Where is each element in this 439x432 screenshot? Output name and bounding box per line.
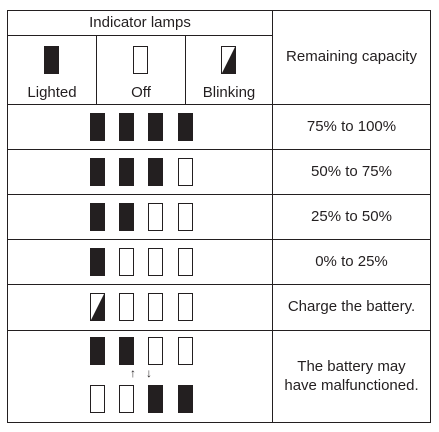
arrow-down-icon: ↓: [146, 366, 152, 380]
malfunction-text-line-1: The battery may: [297, 358, 406, 375]
capacity-text: 50% to 75%: [311, 163, 392, 180]
indicator-lamps-header: Indicator lamps: [89, 14, 191, 31]
lighted-lamp-icon: [44, 46, 59, 74]
legend-divider-1: [96, 35, 97, 104]
lamp-on: [119, 337, 134, 365]
legend-label-blinking: Blinking: [202, 84, 256, 101]
malfunction-text-line-2: have malfunctioned.: [284, 377, 419, 394]
lamp-off: [148, 248, 163, 276]
lamp-off: [178, 248, 193, 276]
lamp-off: [90, 385, 105, 413]
lamp-off: [178, 337, 193, 365]
lamp-off: [119, 293, 134, 321]
column-divider: [272, 11, 273, 422]
lamp-on: [119, 158, 134, 186]
capacity-text: 25% to 50%: [311, 208, 392, 225]
lamp-on: [90, 337, 105, 365]
lamp-off: [119, 385, 134, 413]
arrow-up-icon: ↑: [130, 366, 136, 380]
off-lamp-icon: [133, 46, 148, 74]
lamp-on: [148, 113, 163, 141]
row-divider: [8, 104, 430, 105]
legend-label-lighted: Lighted: [27, 84, 77, 101]
lamp-blink: [90, 293, 105, 321]
capacity-text: 0% to 25%: [315, 253, 388, 270]
lamp-on: [90, 113, 105, 141]
lamp-on: [178, 385, 193, 413]
legend-divider-2: [185, 35, 186, 104]
lamp-off: [178, 203, 193, 231]
blinking-lamp-icon: [221, 46, 236, 74]
lamp-on: [119, 113, 134, 141]
lamp-off: [178, 158, 193, 186]
lamp-off: [178, 293, 193, 321]
lamp-on: [90, 158, 105, 186]
charge-battery-text: Charge the battery.: [287, 298, 416, 315]
lamp-off: [148, 337, 163, 365]
legend-label-off: Off: [131, 84, 151, 101]
row-divider: [8, 330, 430, 331]
battery-indicator-table: Indicator lamps Remaining capacity Light…: [7, 10, 431, 423]
lamp-off: [119, 248, 134, 276]
row-divider: [8, 149, 430, 150]
lamp-on: [90, 203, 105, 231]
capacity-text: 75% to 100%: [306, 118, 397, 135]
row-divider: [8, 194, 430, 195]
lamp-on: [148, 158, 163, 186]
lamp-on: [178, 113, 193, 141]
lamp-on: [90, 248, 105, 276]
header-divider: [8, 35, 272, 36]
row-divider: [8, 239, 430, 240]
row-divider: [8, 284, 430, 285]
lamp-on: [148, 385, 163, 413]
lamp-off: [148, 293, 163, 321]
lamp-on: [119, 203, 134, 231]
lamp-off: [148, 203, 163, 231]
remaining-capacity-header: Remaining capacity: [286, 48, 417, 65]
